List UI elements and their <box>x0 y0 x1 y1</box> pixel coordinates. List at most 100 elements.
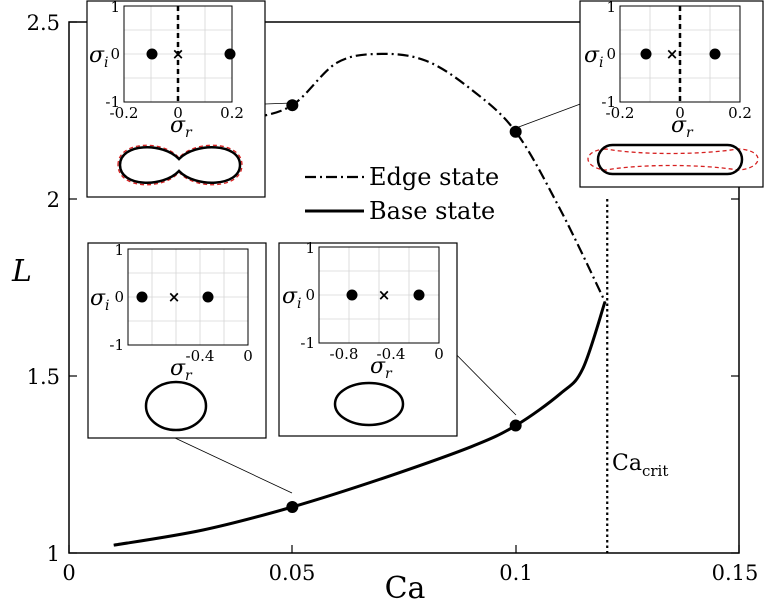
inset-y-tick: 0 <box>305 286 315 304</box>
inset-x-label: σr <box>170 113 193 141</box>
inset-base-005: 1 0 -1 -0.4 0 σi σr × <box>87 241 267 439</box>
inset-axes <box>127 248 249 346</box>
inset-y-label-main: σ <box>90 286 106 311</box>
eigenvalue-cross: × <box>666 45 679 63</box>
x-tick-label: 0.05 <box>269 561 316 585</box>
inset-x-label-main: σ <box>170 113 186 138</box>
state-marker <box>509 125 522 138</box>
inset-x-label: σr <box>671 113 694 141</box>
x-tick-label: 0 <box>62 561 75 585</box>
inset-y-tick: 1 <box>110 0 120 16</box>
edge-state-curve <box>209 52 606 303</box>
inset-edge-005: 1 0 -1 -0.2 0 0.2 σi σr × <box>86 0 266 198</box>
y-tick-label: 2 <box>47 188 60 212</box>
inset-y-tick: -1 <box>109 336 124 354</box>
inset-y-label: σi <box>584 43 604 71</box>
inset-frame <box>87 242 267 439</box>
drop-shape <box>596 143 744 176</box>
eigenvalue-cross: × <box>172 45 185 63</box>
inset-x-tick: -0.2 <box>110 104 139 122</box>
inset-y-label-sub: i <box>104 55 108 71</box>
inset-x-label: σr <box>170 356 193 384</box>
legend: Edge state Base state <box>305 163 499 225</box>
inset-y-label: σi <box>282 284 302 312</box>
inset-y-tick: -1 <box>300 334 315 352</box>
x-axis-label: Ca <box>385 571 426 600</box>
inset-x-label-sub: r <box>185 125 193 141</box>
inset-y-tick: -1 <box>601 93 616 111</box>
inset-x-label-sub: r <box>185 368 193 384</box>
inset-y-label-sub: i <box>599 55 603 71</box>
inset-y-tick: 0 <box>114 288 124 306</box>
eigenvalue-point <box>709 48 721 60</box>
eigenvalue-point <box>640 48 652 60</box>
drop-shape-dashed <box>117 144 243 186</box>
inset-x-label-sub: r <box>686 125 694 141</box>
drop-shape <box>144 380 208 432</box>
inset-grid <box>128 249 248 345</box>
inset-x-tick: -0.4 <box>377 345 406 363</box>
x-ticks <box>68 545 740 553</box>
inset-x-label-main: σ <box>671 113 687 138</box>
inset-y-tick: 1 <box>305 239 315 257</box>
inset-y-label: σi <box>90 286 110 314</box>
critical-label: Cacrit <box>612 451 668 480</box>
inset-base-010: 1 0 -1 -0.8 -0.4 0 σi σr × <box>278 239 458 437</box>
inset-y-tick: 0 <box>606 45 616 63</box>
inset-y-tick: -1 <box>105 93 120 111</box>
inset-y-tick: 1 <box>606 0 616 16</box>
drop-shape <box>118 146 242 184</box>
inset-x-tick: -0.8 <box>330 345 359 363</box>
connector-base-005 <box>174 437 293 494</box>
drop-shape <box>333 381 405 427</box>
inset-x-tick: 0.2 <box>220 104 244 122</box>
inset-x-tick: 0 <box>675 104 685 122</box>
eigenvalue-cross: × <box>378 286 391 304</box>
inset-x-label-main: σ <box>170 356 186 381</box>
inset-y-tick: 0 <box>110 45 120 63</box>
x-tick-label: 0.15 <box>712 561 759 585</box>
inset-x-tick: 0 <box>434 345 444 363</box>
eigenvalue-point <box>202 291 214 303</box>
legend-base-label: Base state <box>369 197 495 225</box>
inset-x-label-main: σ <box>370 354 386 379</box>
inset-x-label-sub: r <box>385 366 393 382</box>
eigenvalue-point <box>346 289 358 301</box>
x-tick-label: 0.1 <box>499 561 532 585</box>
inset-y-label-main: σ <box>584 43 600 68</box>
inset-y-label-main: σ <box>89 43 105 68</box>
critical-label-main: Ca <box>612 451 642 476</box>
y-tick-label: 1 <box>47 542 60 566</box>
y-axis-label: L <box>11 254 32 289</box>
inset-x-tick: 0.2 <box>728 104 752 122</box>
inset-y-label-main: σ <box>282 284 298 309</box>
inset-x-label: σr <box>370 354 393 382</box>
inset-x-tick: -0.2 <box>606 104 635 122</box>
y-tick-label: 2.5 <box>27 11 60 35</box>
eigenvalue-point <box>136 291 148 303</box>
critical-label-sub: crit <box>642 462 668 480</box>
base-state-curve <box>113 301 607 547</box>
inset-edge-010: 1 0 -1 -0.2 0 0.2 σi σr × <box>579 0 764 188</box>
inset-x-tick: 0 <box>243 347 253 365</box>
inset-y-tick: 1 <box>114 241 124 259</box>
eigenvalue-point <box>224 48 236 60</box>
inset-frame <box>86 0 266 198</box>
inset-y-label: σi <box>89 43 109 71</box>
inset-axes <box>318 246 440 344</box>
state-marker <box>286 500 299 513</box>
inset-x-tick: 0 <box>173 104 183 122</box>
eigenvalue-point <box>146 48 158 60</box>
inset-y-label-sub: i <box>105 298 109 314</box>
eigenvalue-cross: × <box>168 288 181 306</box>
inset-frame <box>278 242 458 437</box>
inset-x-tick: -0.4 <box>186 347 215 365</box>
y-tick-label: 1.5 <box>27 365 60 389</box>
inset-y-label-sub: i <box>297 296 301 312</box>
state-markers <box>286 99 522 513</box>
plot-frame <box>68 21 740 554</box>
state-marker <box>286 99 299 112</box>
connector-edge-010 <box>515 102 584 129</box>
state-marker <box>509 419 522 432</box>
